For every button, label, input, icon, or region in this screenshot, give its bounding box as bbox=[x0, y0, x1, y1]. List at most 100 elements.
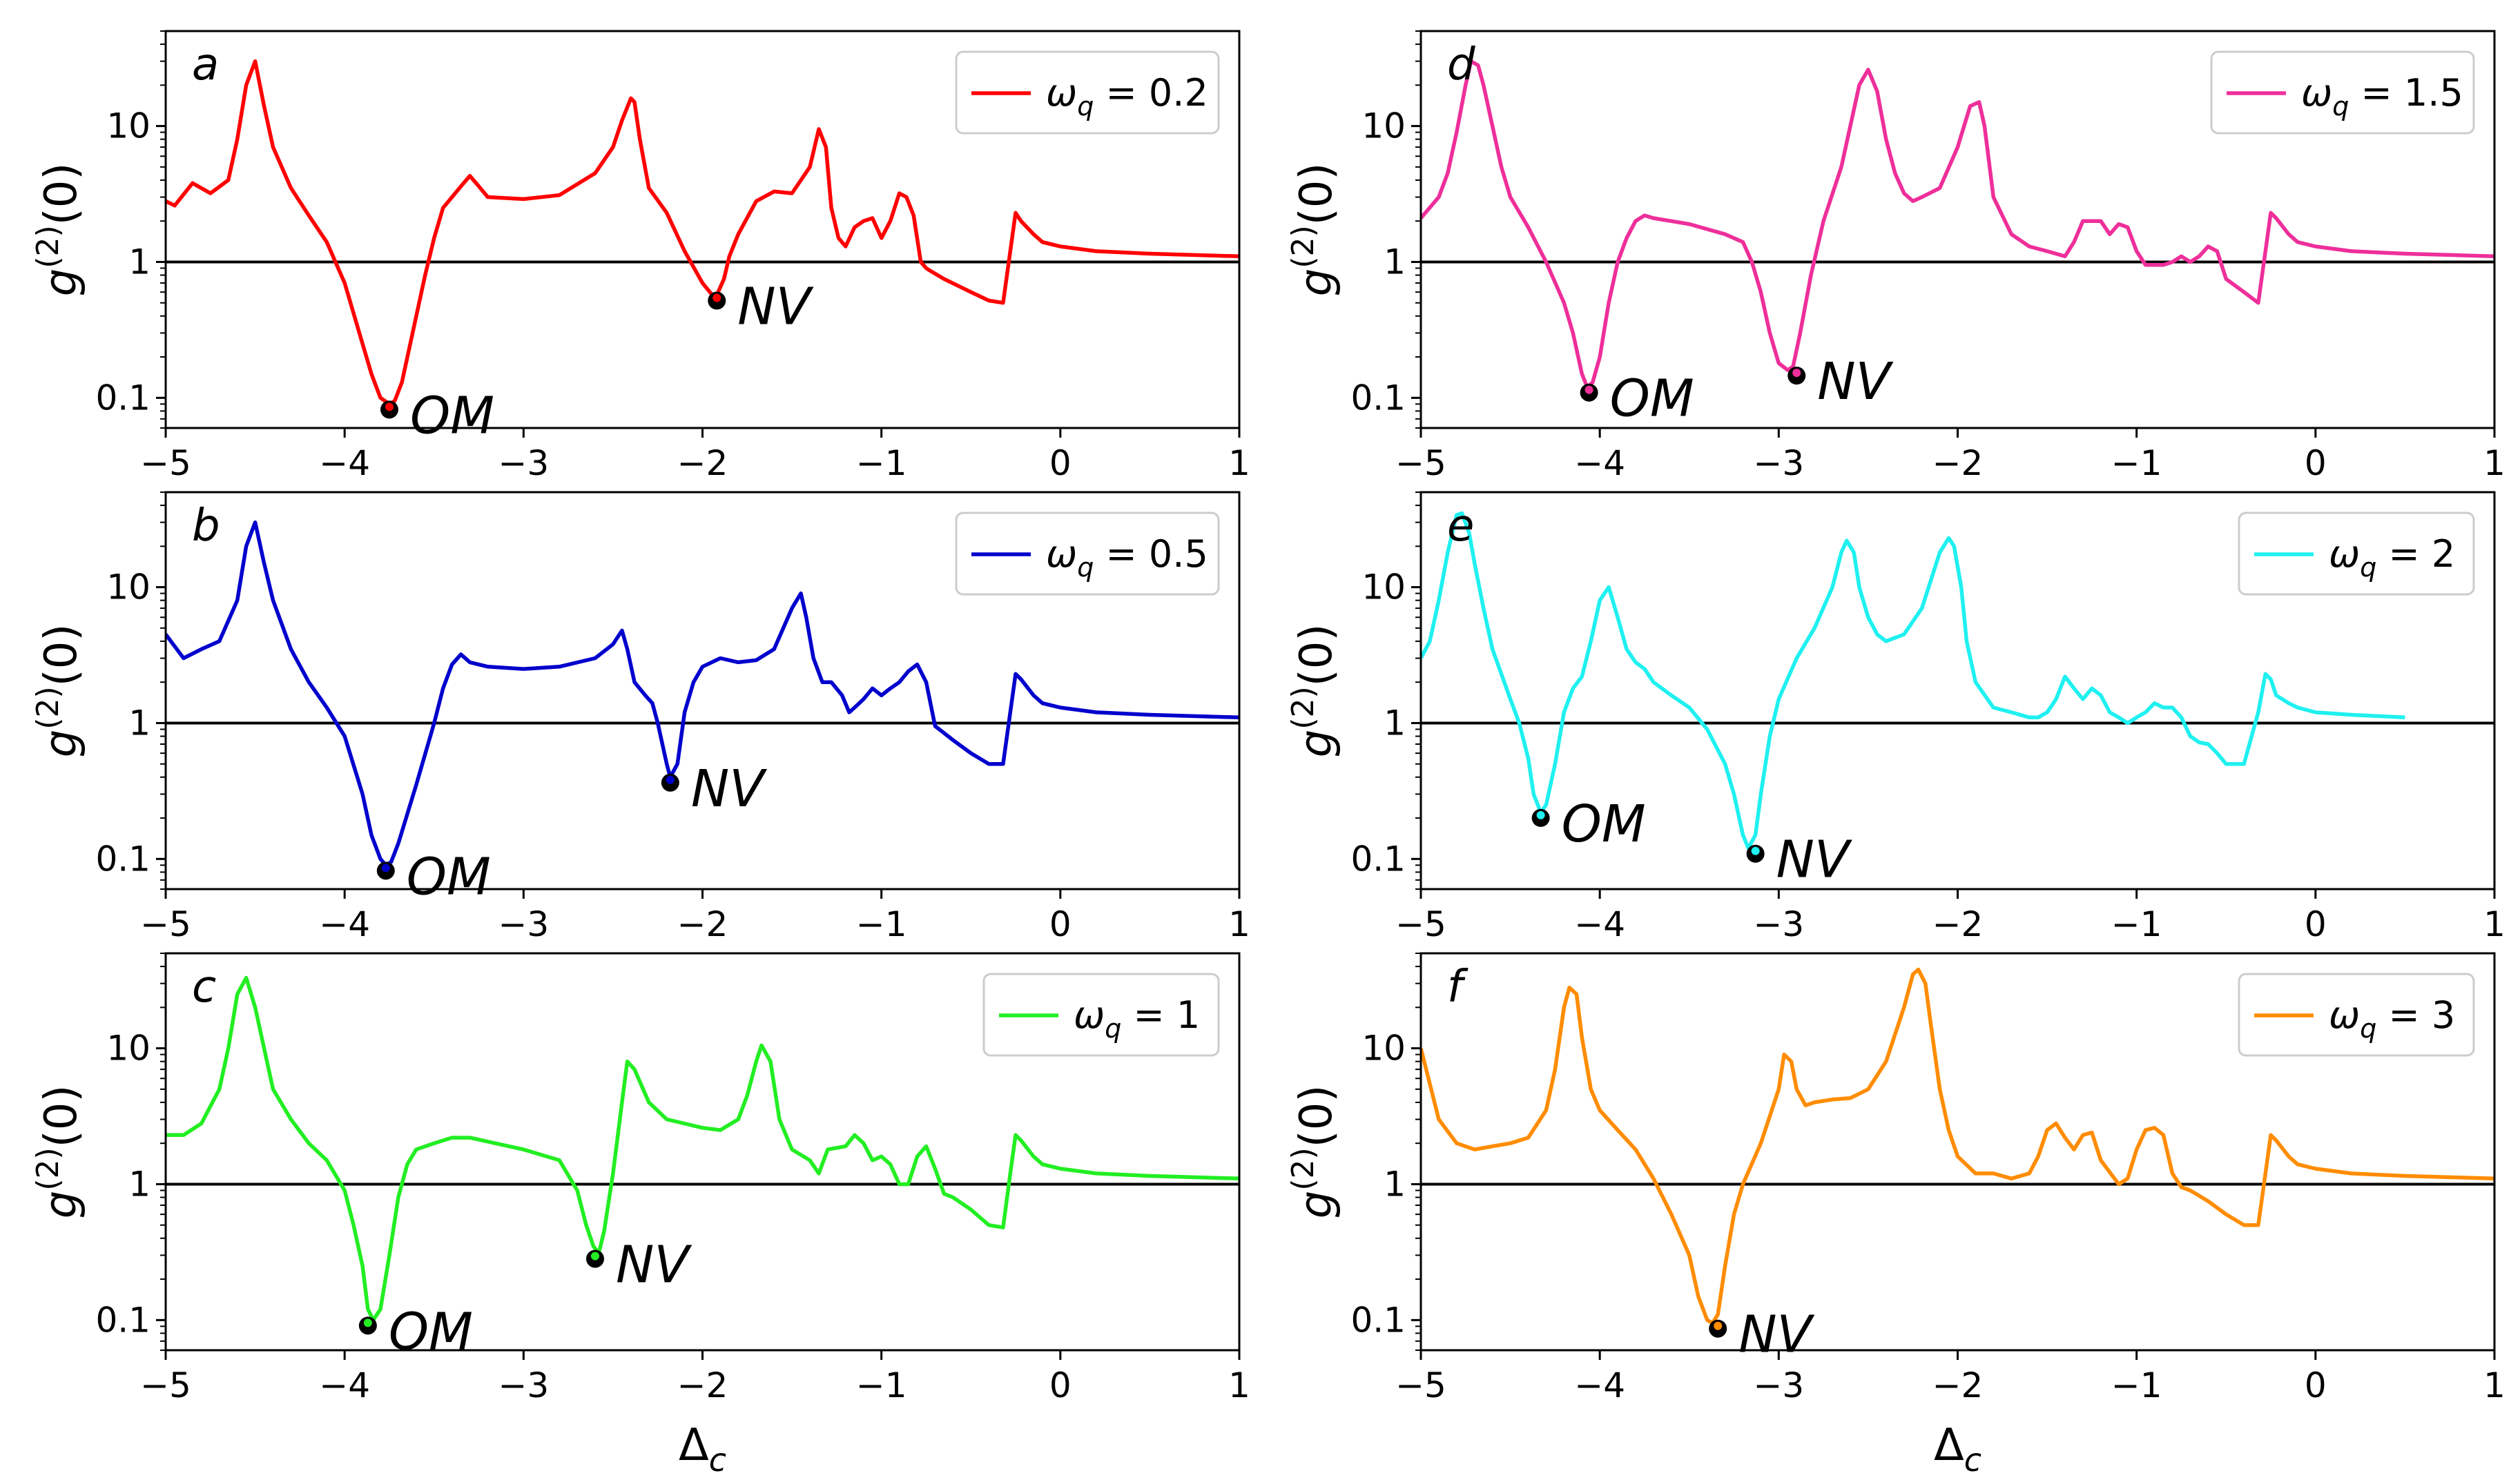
annotation-marker-fill bbox=[381, 864, 390, 873]
y-tick-label: 1 bbox=[128, 1164, 151, 1204]
legend-label-part: = 1.5 bbox=[2349, 71, 2463, 115]
y-tick-label: 10 bbox=[106, 106, 151, 146]
annotation-label-nv: NV bbox=[1817, 352, 1893, 411]
x-tick-label: 1 bbox=[2483, 904, 2506, 944]
y-axis-label-part: g bbox=[1291, 269, 1342, 297]
panel-letter: a bbox=[192, 39, 219, 90]
x-tick-label: −3 bbox=[498, 443, 549, 483]
annotation-marker-fill bbox=[1714, 1321, 1723, 1330]
x-tick-label: −4 bbox=[319, 1365, 370, 1405]
y-axis-label-part: (0) bbox=[1291, 624, 1342, 687]
x-tick-label: −4 bbox=[1574, 904, 1625, 944]
panel-f: NV −5 −4 −3 −2 −1 0 1 0.1 1 10 g(2)(0) f ωq = 3 bbox=[1286, 952, 2506, 1405]
legend-box bbox=[2210, 50, 2475, 135]
panel-b: OM NV −5 −4 −3 −2 −1 0 1 0.1 1 10 g(2)(0) b ωq = 0.5 bbox=[30, 491, 1250, 944]
y-axis-label: g(2)(0) bbox=[30, 1085, 87, 1219]
panel-d: OM NV −5 −4 −3 −2 −1 0 1 0.1 1 10 g(2)(0) d ωq = 1.5 bbox=[1286, 30, 2506, 483]
x-tick-label: −4 bbox=[319, 443, 370, 483]
y-tick-label: 10 bbox=[106, 1029, 151, 1069]
y-tick-label: 1 bbox=[128, 242, 151, 282]
x-tick-label: −5 bbox=[140, 904, 191, 944]
annotation-marker-fill bbox=[591, 1252, 599, 1260]
y-axis-label-part: (2) bbox=[1286, 1147, 1321, 1190]
y-axis-label: g(2)(0) bbox=[1286, 624, 1342, 758]
legend-label: ωq = 1.5 bbox=[2301, 71, 2463, 121]
y-axis-label-part: (2) bbox=[1286, 225, 1321, 268]
y-tick-label: 0.1 bbox=[1350, 1300, 1406, 1340]
x-tick-label: −2 bbox=[677, 1365, 728, 1405]
panel-letter: d bbox=[1447, 39, 1475, 90]
x-tick-label: −3 bbox=[1753, 443, 1804, 483]
x-tick-label: −1 bbox=[856, 904, 907, 944]
panel-letter: c bbox=[192, 962, 216, 1013]
y-tick-label: 1 bbox=[1384, 703, 1406, 743]
x-tick-label: −5 bbox=[1395, 904, 1446, 944]
x-tick-label: −1 bbox=[2111, 1365, 2162, 1405]
legend-label: ωq = 0.2 bbox=[1046, 71, 1208, 121]
legend-box bbox=[955, 512, 1220, 596]
x-tick-label: 1 bbox=[1228, 1365, 1250, 1405]
annotation-label-om: OM bbox=[389, 1302, 473, 1361]
x-tick-label: −2 bbox=[677, 443, 728, 483]
annotation-marker-fill bbox=[713, 293, 721, 302]
legend-label-part: ω bbox=[1074, 993, 1105, 1037]
annotation-label-nv: NV bbox=[737, 278, 813, 337]
y-axis-label-part: (2) bbox=[1286, 686, 1321, 729]
legend-box bbox=[2238, 973, 2475, 1057]
legend-label-part: = 1 bbox=[1121, 993, 1200, 1037]
x-tick-label: 0 bbox=[1049, 904, 1072, 944]
y-axis-label-part: g bbox=[36, 1191, 87, 1219]
x-tick-label: −3 bbox=[498, 1365, 549, 1405]
x-tick-label: −5 bbox=[140, 443, 191, 483]
x-tick-label: −2 bbox=[1932, 904, 1984, 944]
annotation-label-om: OM bbox=[410, 386, 494, 445]
annotation-marker-fill bbox=[1792, 369, 1801, 378]
y-axis-label-part: (0) bbox=[36, 624, 87, 687]
y-axis-label-part: (0) bbox=[36, 163, 87, 226]
y-tick-label: 1 bbox=[128, 703, 151, 743]
legend-label-part: ω bbox=[1046, 71, 1077, 115]
legend-label-part: q bbox=[2332, 91, 2349, 121]
legend-label-part: = 2 bbox=[2376, 532, 2455, 576]
x-axis-label: Δc bbox=[1934, 1420, 1981, 1479]
x-axis-label-part: c bbox=[709, 1441, 726, 1479]
annotation-label-nv: NV bbox=[1776, 830, 1852, 890]
x-tick-label: −3 bbox=[498, 904, 549, 944]
x-tick-label: −3 bbox=[1753, 904, 1804, 944]
y-tick-label: 0.1 bbox=[1350, 839, 1406, 879]
y-axis-label-part: (0) bbox=[1291, 163, 1342, 226]
x-tick-label: −5 bbox=[140, 1365, 191, 1405]
y-tick-label: 10 bbox=[1361, 567, 1406, 607]
panel-c: OM NV −5 −4 −3 −2 −1 0 1 0.1 1 10 g(2)(0) c ωq = 1 bbox=[30, 952, 1250, 1405]
y-axis-label-part: g bbox=[1291, 1191, 1342, 1219]
y-axis-label-part: (2) bbox=[30, 686, 66, 729]
y-tick-label: 10 bbox=[1361, 106, 1406, 146]
legend-label: ωq = 3 bbox=[2329, 993, 2455, 1044]
legend-label-part: q bbox=[2360, 552, 2376, 583]
annotation-marker-fill bbox=[1584, 385, 1593, 394]
series-line bbox=[166, 975, 1239, 1323]
panel-e: OM NV −5 −4 −3 −2 −1 0 1 0.1 1 10 g(2)(0) e ωq = 2 bbox=[1286, 491, 2506, 944]
x-tick-label: −4 bbox=[1574, 1365, 1625, 1405]
series-line bbox=[166, 520, 1239, 868]
y-tick-label: 1 bbox=[1384, 242, 1406, 282]
legend-label-part: ω bbox=[2301, 71, 2332, 115]
y-axis-label-part: (0) bbox=[36, 1085, 87, 1148]
x-tick-label: 0 bbox=[1049, 1365, 1072, 1405]
x-tick-label: −4 bbox=[319, 904, 370, 944]
x-axis-label-part: Δ bbox=[1934, 1420, 1964, 1471]
y-tick-label: 10 bbox=[1361, 1029, 1406, 1069]
x-tick-label: 1 bbox=[1228, 904, 1250, 944]
panel-letter: e bbox=[1447, 500, 1474, 552]
annotation-label-nv: NV bbox=[691, 759, 767, 819]
x-tick-label: 1 bbox=[1228, 443, 1250, 483]
legend-label-part: = 0.5 bbox=[1094, 532, 1208, 576]
annotation-marker-fill bbox=[385, 402, 394, 411]
y-axis-label: g(2)(0) bbox=[1286, 163, 1342, 297]
legend-label-part: q bbox=[1077, 91, 1094, 121]
x-tick-label: 1 bbox=[2483, 1365, 2506, 1405]
x-axis-label-part: c bbox=[1964, 1441, 1981, 1479]
x-tick-label: −2 bbox=[677, 904, 728, 944]
legend-label: ωq = 0.5 bbox=[1046, 532, 1208, 583]
